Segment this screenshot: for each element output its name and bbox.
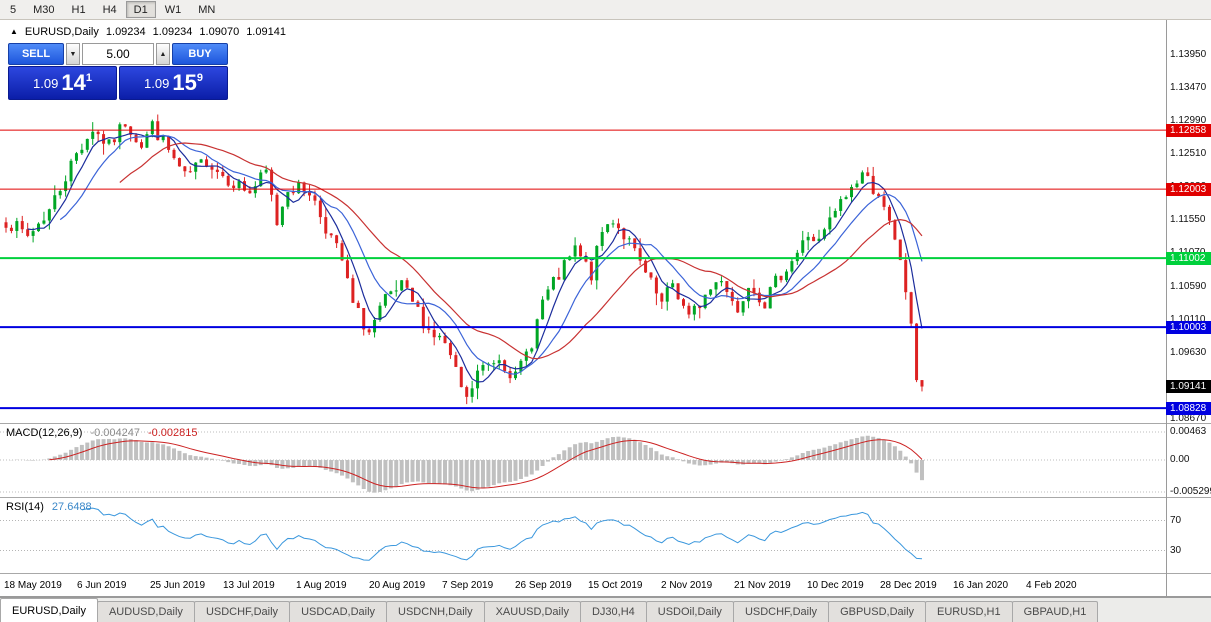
sell-price-point: 1 bbox=[85, 72, 92, 84]
bid-price-tag: 1.09141 bbox=[1166, 380, 1211, 394]
buy-price-pips: 15 bbox=[172, 70, 197, 95]
rsi-axis-tick: 30 bbox=[1170, 544, 1182, 556]
chart-tab-4[interactable]: USDCNH,Daily bbox=[386, 601, 485, 622]
chart-tab-5[interactable]: XAUUSD,Daily bbox=[483, 601, 581, 622]
price-axis-tick: 1.13470 bbox=[1170, 81, 1207, 93]
macd-panel-separator[interactable] bbox=[0, 423, 1211, 424]
price-axis-tick: 1.10590 bbox=[1170, 280, 1207, 292]
macd-axis-tick: 0.00463 bbox=[1170, 425, 1207, 437]
date-label: 10 Dec 2019 bbox=[807, 580, 864, 591]
date-label: 13 Jul 2019 bbox=[223, 580, 275, 591]
price-axis-tick: 1.13950 bbox=[1170, 48, 1207, 60]
macd-title-row: MACD(12,26,9) -0.004247 -0.002815 bbox=[6, 427, 198, 439]
date-label: 21 Nov 2019 bbox=[734, 580, 791, 591]
price-axis-tick: 1.09630 bbox=[1170, 346, 1207, 358]
rsi-title-row: RSI(14) 27.6488 bbox=[6, 501, 92, 513]
hline-price-tag: 1.12003 bbox=[1166, 182, 1211, 196]
sell-button[interactable]: SELL bbox=[8, 43, 64, 65]
chart-tab-2[interactable]: USDCHF,Daily bbox=[193, 601, 291, 622]
macd-signal-value: -0.002815 bbox=[147, 427, 198, 439]
sell-price-big: 1.09 bbox=[33, 75, 59, 91]
chart-tab-11[interactable]: GBPAUD,H1 bbox=[1011, 601, 1099, 622]
ohlc-high: 1.09234 bbox=[152, 26, 193, 38]
buy-price-point: 9 bbox=[196, 72, 203, 84]
chart-tab-3[interactable]: USDCAD,Daily bbox=[289, 601, 388, 622]
period-button-MN[interactable]: MN bbox=[198, 3, 216, 16]
ohlc-open: 1.09234 bbox=[105, 26, 146, 38]
buy-button[interactable]: BUY bbox=[172, 43, 228, 65]
one-click-collapse-icon[interactable]: ▲ bbox=[10, 27, 18, 36]
chart-tab-9[interactable]: GBPUSD,Daily bbox=[828, 601, 927, 622]
date-label: 1 Aug 2019 bbox=[296, 580, 347, 591]
lot-size-input[interactable]: 5.00 bbox=[82, 43, 154, 65]
date-label: 18 May 2019 bbox=[4, 580, 62, 591]
price-axis-tick: 1.12990 bbox=[1170, 115, 1207, 127]
ohlc-close: 1.09141 bbox=[246, 26, 286, 38]
macd-main-value: -0.004247 bbox=[90, 427, 140, 439]
chart-tab-bar: EURUSD,Daily AUDUSD,Daily USDCHF,Daily USDC… bbox=[0, 597, 1211, 622]
macd-title: MACD(12,26,9) bbox=[6, 427, 83, 439]
date-label: 26 Sep 2019 bbox=[515, 580, 572, 591]
date-label: 6 Jun 2019 bbox=[77, 580, 127, 591]
date-axis[interactable]: 18 May 2019 6 Jun 2019 25 Jun 2019 13 Jul 2… bbox=[0, 576, 1166, 596]
chart-tab-7[interactable]: USDOil,Daily bbox=[645, 601, 734, 622]
price-axis-tick: 1.12510 bbox=[1170, 148, 1207, 160]
date-axis-separator bbox=[0, 573, 1211, 574]
period-toolbar: 5 M30 H1 H4 D1 W1 MN bbox=[0, 0, 1211, 20]
rsi-panel-separator[interactable] bbox=[0, 497, 1211, 498]
date-label: 25 Jun 2019 bbox=[150, 580, 206, 591]
date-label: 7 Sep 2019 bbox=[442, 580, 494, 591]
ohlc-low: 1.09070 bbox=[199, 26, 240, 38]
chart-tab-0[interactable]: EURUSD,Daily bbox=[0, 598, 98, 622]
hline-price-tag: 1.08828 bbox=[1166, 401, 1211, 415]
price-axis-tick: 1.11550 bbox=[1170, 214, 1206, 226]
rsi-value: 27.6488 bbox=[51, 501, 92, 513]
buy-price-big: 1.09 bbox=[144, 75, 170, 91]
chart-tab-6[interactable]: DJ30,H4 bbox=[579, 601, 647, 622]
macd-axis-tick: -0.005299 bbox=[1170, 486, 1211, 498]
price-axis-tick: 1.08670 bbox=[1170, 413, 1207, 424]
hline-price-tag: 1.12858 bbox=[1166, 123, 1211, 137]
chart-symbol-label: EURUSD,Daily bbox=[24, 26, 99, 38]
one-click-trading-panel: SELL ▼ 5.00 ▲ BUY 1.09 14 1 1.09 15 9 bbox=[8, 43, 228, 100]
chart-ohlc-header: ▲ EURUSD,Daily 1.09234 1.09234 1.09070 1… bbox=[10, 26, 286, 38]
rsi-axis-tick: 70 bbox=[1170, 514, 1182, 526]
date-label: 16 Jan 2020 bbox=[953, 580, 1009, 591]
lot-decrease-icon[interactable]: ▼ bbox=[66, 43, 80, 65]
date-label: 20 Aug 2019 bbox=[369, 580, 426, 591]
sell-price-pips: 14 bbox=[61, 70, 86, 95]
hline-price-tag: 1.11002 bbox=[1166, 251, 1211, 265]
price-axis-separator bbox=[1166, 20, 1167, 596]
date-label: 4 Feb 2020 bbox=[1026, 580, 1077, 591]
lot-increase-icon[interactable]: ▲ bbox=[156, 43, 170, 65]
buy-price-button[interactable]: 1.09 15 9 bbox=[119, 66, 228, 100]
chart-tab-1[interactable]: AUDUSD,Daily bbox=[96, 601, 195, 622]
price-axis-tick: 1.10110 bbox=[1170, 313, 1206, 325]
date-label: 28 Dec 2019 bbox=[880, 580, 937, 591]
chart-tab-8[interactable]: USDCHF,Daily bbox=[732, 601, 830, 622]
period-button-D1[interactable]: D1 bbox=[125, 1, 156, 18]
hline-price-tag: 1.10003 bbox=[1166, 320, 1211, 334]
period-button-H4[interactable]: H4 bbox=[102, 3, 117, 16]
chart-tab-10[interactable]: EURUSD,H1 bbox=[925, 601, 1013, 622]
period-button-W1[interactable]: W1 bbox=[164, 3, 182, 16]
period-button-H1[interactable]: H1 bbox=[71, 3, 86, 16]
macd-axis-tick: 0.00 bbox=[1170, 454, 1190, 465]
date-label: 2 Nov 2019 bbox=[661, 580, 713, 591]
chart-window-bottom-border bbox=[0, 596, 1211, 597]
sell-price-button[interactable]: 1.09 14 1 bbox=[8, 66, 117, 100]
rsi-title: RSI(14) bbox=[6, 501, 44, 513]
period-button-5[interactable]: 5 bbox=[10, 3, 17, 16]
date-label: 15 Oct 2019 bbox=[588, 580, 643, 591]
period-button-M30[interactable]: M30 bbox=[33, 3, 55, 16]
